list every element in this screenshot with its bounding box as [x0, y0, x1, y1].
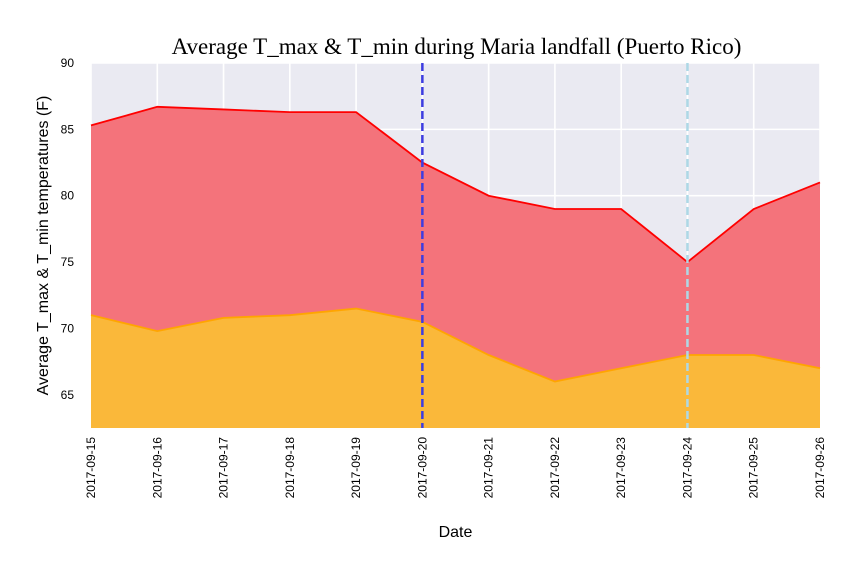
x-tick-label: 2017-09-19: [349, 437, 363, 499]
tick-labels: 65 70 75 80 85 90 2017-09-15 2017-09-16 2017-09-…: [61, 56, 827, 498]
tmin-area-fill: [91, 308, 820, 428]
x-tick-label: 2017-09-22: [548, 437, 562, 499]
y-tick-label: 85: [61, 122, 75, 136]
x-tick-label: 2017-09-20: [415, 437, 429, 499]
x-axis-label: Date: [439, 524, 473, 541]
tmax-line: [90, 105, 821, 264]
x-tick-label: 2017-09-25: [747, 437, 761, 499]
y-tick-label: 80: [61, 189, 75, 203]
y-tick-label: 90: [61, 56, 75, 70]
y-tick-label: 65: [61, 388, 75, 402]
y-axis-label: Average T_max & T_min temperatures (F): [35, 96, 52, 396]
tmin-line: [90, 307, 821, 383]
x-tick-label: 2017-09-26: [813, 437, 827, 499]
x-tick-label: 2017-09-16: [150, 437, 164, 499]
area-layer: [90, 105, 821, 429]
reference-lines: [421, 63, 689, 428]
x-tick-label: 2017-09-21: [482, 437, 496, 499]
x-tick-label: 2017-09-17: [217, 437, 231, 499]
x-tick-label: 2017-09-15: [84, 437, 98, 499]
x-tick-label: 2017-09-23: [614, 437, 628, 499]
x-tick-label: 2017-09-18: [283, 437, 297, 499]
x-tick-label: 2017-09-24: [680, 437, 694, 499]
y-tick-label: 70: [61, 321, 75, 335]
y-tick-label: 75: [61, 255, 75, 269]
chart-title: Average T_max & T_min during Maria landf…: [172, 34, 742, 59]
